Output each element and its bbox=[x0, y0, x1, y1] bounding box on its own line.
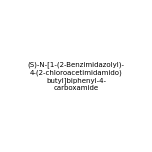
Text: (S)-N-[1-(2-Benzimidazolyl)-
4-(2-chloroacetimidamido)
butyl]biphenyl-4-
carboxa: (S)-N-[1-(2-Benzimidazolyl)- 4-(2-chloro… bbox=[28, 62, 124, 90]
